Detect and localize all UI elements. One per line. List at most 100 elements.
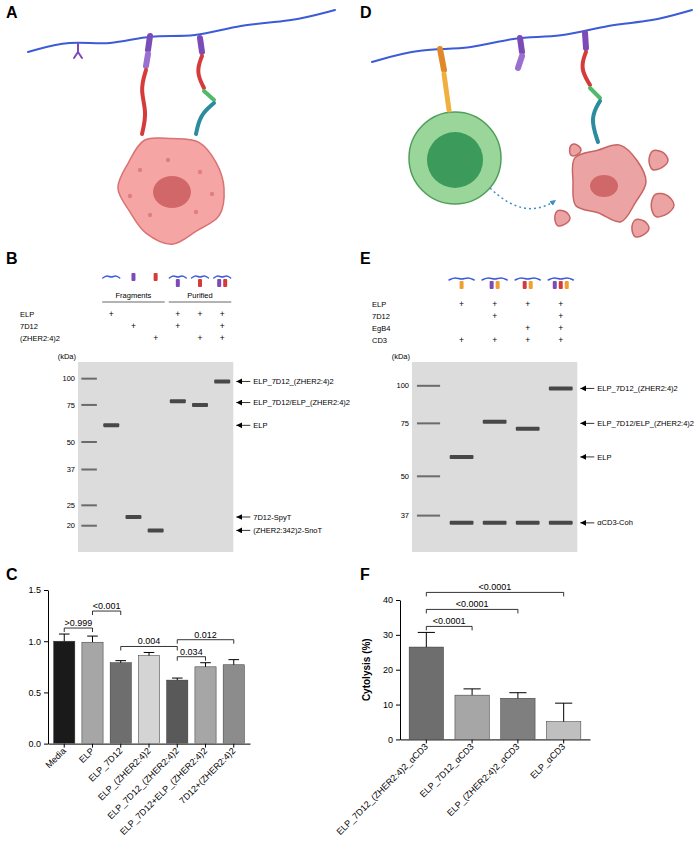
- bar: [54, 641, 75, 743]
- tick-label: Media: [43, 746, 67, 770]
- tick: ELP_(ZHER2:4)2: [96, 744, 153, 803]
- elp-chain: [28, 10, 335, 52]
- band: [549, 386, 573, 390]
- lane-mark: +: [525, 299, 530, 309]
- lane-mark: +: [492, 299, 497, 309]
- cell-spot: [210, 192, 214, 196]
- tick: 10: [383, 700, 400, 710]
- band: [516, 427, 540, 431]
- group-rule: [169, 302, 232, 303]
- error-bar: [172, 678, 183, 680]
- lane-mark: +: [220, 309, 225, 319]
- cell-spot: [194, 210, 198, 214]
- band: [450, 455, 474, 459]
- group-header: Fragments: [116, 291, 152, 300]
- band-label: ELP: [597, 453, 611, 462]
- y-axis-title: Cytolysis (%): [361, 638, 372, 701]
- lane-icon: [169, 276, 186, 287]
- ladder-label: 37: [67, 465, 75, 474]
- tick: 0.5: [28, 688, 48, 698]
- error-bar: [200, 663, 211, 667]
- icon-piece: [154, 273, 158, 281]
- tick-label: ELP_(ZHER2:4)2_αCD3: [445, 742, 522, 819]
- ladder-label: 75: [401, 419, 409, 428]
- binder: [78, 52, 82, 58]
- lane-mark: +: [198, 309, 203, 319]
- schematic-a: [28, 10, 335, 244]
- band: [148, 528, 164, 532]
- tick-label: 20: [383, 665, 393, 675]
- group-header: Purified: [187, 291, 212, 300]
- lane-icon: [449, 278, 474, 289]
- gel: [78, 362, 233, 552]
- panel-letter: C: [6, 566, 18, 583]
- t-cell: [409, 112, 501, 204]
- binder: [142, 70, 146, 134]
- lane-mark: +: [220, 321, 225, 331]
- ladder-band: [81, 378, 97, 380]
- significance-label: 0.012: [194, 630, 217, 640]
- tick: ELP_αCD3: [528, 739, 567, 780]
- y-axis: 0.00.51.01.5: [28, 585, 48, 749]
- x-axis: MediaELPELP_7D12ELP_(ZHER2:4)2ELP_7D12_(…: [43, 744, 250, 837]
- band: [483, 521, 507, 525]
- tick-label: ELP_7D12_(ZHER2:4)2_αCD3: [335, 742, 430, 837]
- binder: [593, 101, 600, 142]
- row-label: 7D12: [20, 322, 38, 331]
- icon-piece: [559, 281, 563, 289]
- binder: [444, 74, 449, 110]
- binder: [585, 33, 586, 48]
- error-bar: [418, 632, 435, 647]
- tick-label: 7D12+(ZHER2:4)2: [177, 746, 237, 806]
- row-label: (ZHER2:4)2: [20, 334, 60, 343]
- band: [192, 403, 208, 407]
- band-arrow: [580, 522, 594, 523]
- axis-line: [400, 601, 401, 740]
- band-label: ELP_7D12/ELP_(ZHER2:4)2: [253, 398, 350, 407]
- bar-chart: 0.00.51.01.5MediaELPELP_7D12ELP_(ZHER2:4…: [28, 585, 250, 837]
- binder: [200, 38, 202, 52]
- tick-mark: [426, 739, 427, 743]
- lane-icon: [214, 276, 231, 287]
- icon-piece: [523, 281, 527, 289]
- bar: [455, 695, 489, 739]
- lane-icon: [482, 278, 507, 289]
- tick-mark: [44, 744, 48, 745]
- ladder-band: [81, 404, 97, 406]
- tick-mark: [472, 739, 473, 743]
- tick-label: 0.5: [28, 688, 41, 698]
- band: [214, 379, 230, 383]
- lane-icon: [103, 276, 120, 278]
- lane-icon: [548, 278, 573, 289]
- binder: [196, 103, 214, 134]
- row-label: CD3: [372, 336, 387, 345]
- bar: [409, 647, 443, 739]
- ladder-band: [417, 475, 440, 477]
- row-label: EgB4: [372, 324, 390, 333]
- band-arrow: [580, 423, 594, 424]
- tick-mark: [64, 744, 65, 748]
- band: [103, 423, 119, 427]
- lane-mark: +: [492, 335, 497, 345]
- tick-mark: [517, 739, 518, 743]
- lane-mark: +: [220, 333, 225, 343]
- cell-spot: [198, 170, 202, 174]
- tick-mark: [177, 744, 178, 748]
- panel-letter: F: [360, 566, 370, 583]
- ladder-band: [81, 525, 97, 527]
- panel-letter: D: [360, 4, 372, 21]
- significance-bracket: [177, 640, 234, 644]
- icon-chain: [214, 276, 231, 278]
- icon-piece: [529, 281, 533, 289]
- tick: 1.5: [28, 585, 48, 595]
- band-arrow: [580, 456, 594, 457]
- tick-mark: [44, 641, 48, 642]
- significance-label: <0.001: [93, 601, 121, 611]
- ladder-label: 100: [396, 381, 409, 390]
- band-arrow: [236, 425, 250, 426]
- tick-mark: [92, 744, 93, 748]
- lane-mark: +: [175, 309, 180, 319]
- significance-bracket: [64, 628, 92, 632]
- lane-icon: [515, 278, 540, 289]
- band-arrow: [236, 517, 250, 518]
